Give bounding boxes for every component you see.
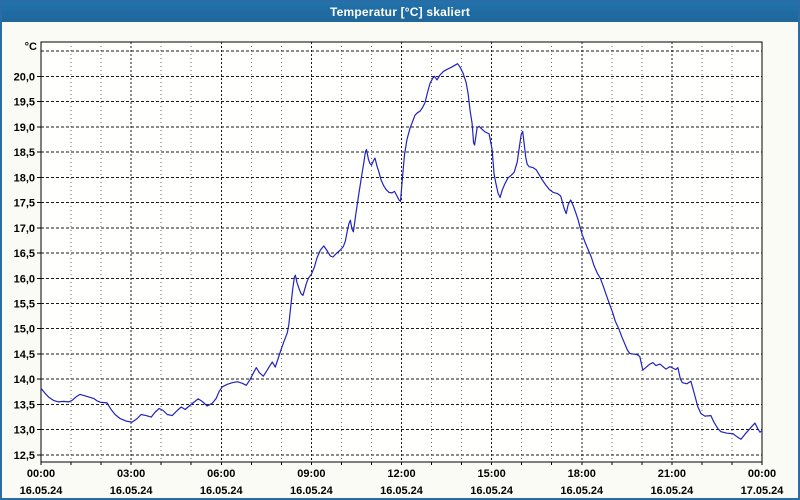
x-tick-time-label: 06:00 (207, 468, 235, 480)
y-tick-label: 19,5 (14, 97, 35, 109)
x-tick-time-label: 15:00 (478, 468, 506, 480)
x-tick-time-label: 00:00 (27, 468, 55, 480)
x-tick-time-label: 18:00 (568, 468, 596, 480)
y-tick-label: 13,5 (14, 399, 35, 411)
window-title: Temperatur [°C] skaliert (329, 5, 471, 19)
x-tick-date-label: 16.05.24 (20, 485, 64, 497)
y-tick-label: 16,0 (14, 273, 35, 285)
y-tick-label: 12,5 (14, 450, 35, 462)
y-tick-label: 18,0 (14, 172, 35, 184)
x-tick-date-label: 16.05.24 (650, 485, 694, 497)
y-tick-label: 13,0 (14, 425, 35, 437)
y-tick-label: 14,0 (14, 374, 35, 386)
x-tick-time-label: 12:00 (387, 468, 415, 480)
x-tick-time-label: 00:00 (748, 468, 776, 480)
x-tick-date-label: 17.05.24 (741, 485, 785, 497)
x-tick-date-label: 16.05.24 (110, 485, 154, 497)
temperature-line (40, 63, 763, 440)
x-tick-date-label: 16.05.24 (380, 485, 424, 497)
y-tick-label: 17,5 (14, 198, 35, 210)
y-tick-label: 14,5 (14, 349, 35, 361)
x-tick-date-label: 16.05.24 (560, 485, 604, 497)
y-tick-label: 15,0 (14, 324, 35, 336)
y-tick-label: 19,0 (14, 122, 35, 134)
x-tick-date-label: 16.05.24 (200, 485, 244, 497)
x-tick-time-label: 09:00 (297, 468, 325, 480)
y-tick-label: 17,0 (14, 223, 35, 235)
x-tick-date-label: 16.05.24 (290, 485, 334, 497)
window-titlebar[interactable]: Temperatur [°C] skaliert (2, 2, 798, 22)
chart-area: 12,5 13,0 13,5 14,0 14,5 15,0 15,5 16,0 16,5 17,0… (4, 24, 798, 498)
y-tick-label: 15,5 (14, 298, 35, 310)
y-axis-unit-label: °C (25, 41, 37, 53)
y-tick-label: 18,5 (14, 147, 35, 159)
x-tick-date-label: 16.05.24 (470, 485, 514, 497)
y-tick-label: 20,0 (14, 71, 35, 83)
x-tick-time-label: 21:00 (658, 468, 686, 480)
y-tick-label: 16,5 (14, 248, 35, 260)
x-tick-time-label: 03:00 (117, 468, 145, 480)
temperature-chart: 12,5 13,0 13,5 14,0 14,5 15,0 15,5 16,0 16,5 17,0… (14, 41, 785, 497)
